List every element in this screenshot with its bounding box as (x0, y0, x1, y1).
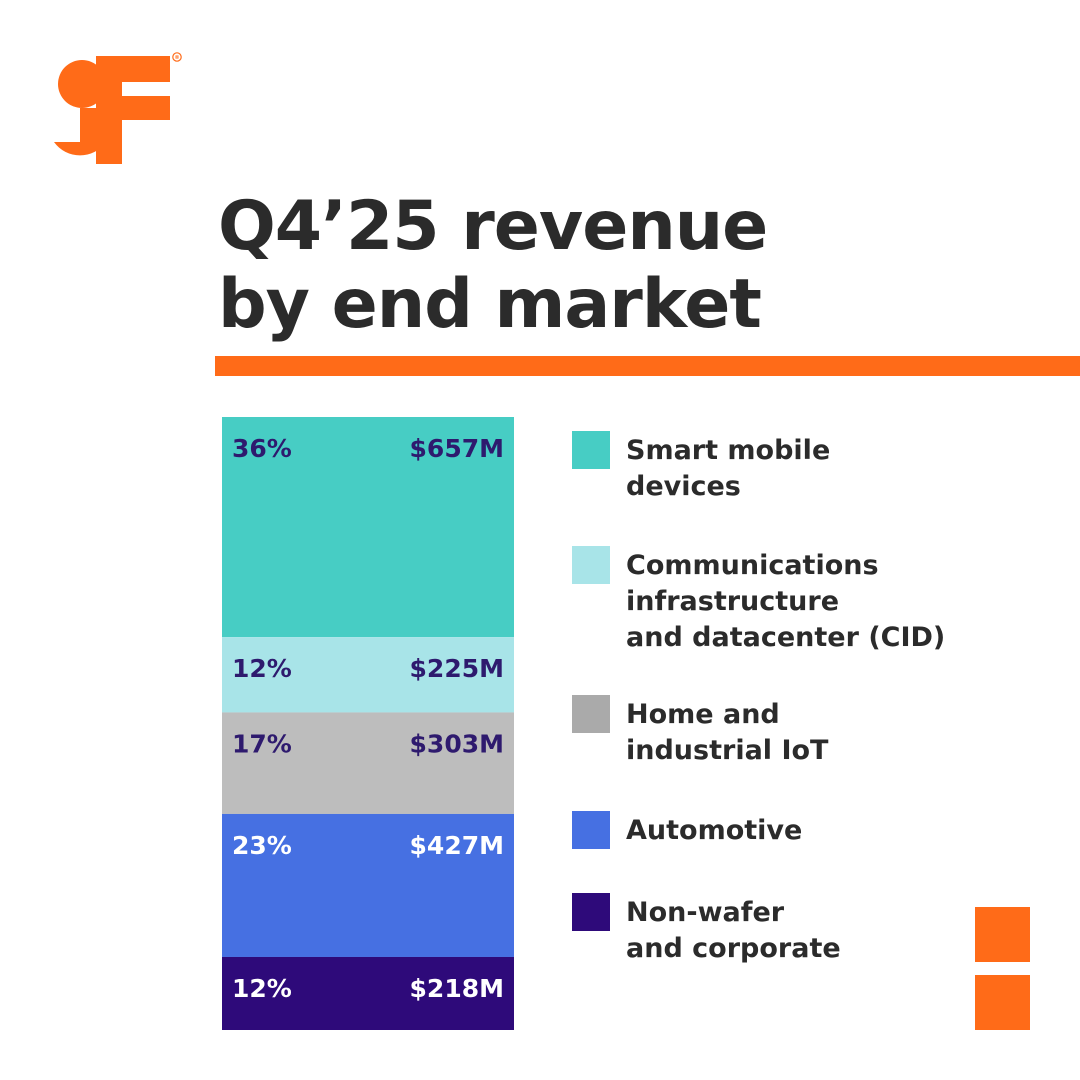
segment-percent-label-2: 12% (232, 654, 292, 683)
bar-segment-5 (222, 956, 514, 1030)
registered-mark-icon (172, 52, 182, 62)
page-title: Q4’25 revenue by end market (218, 187, 768, 344)
segment-percent-label-3: 17% (232, 729, 292, 758)
title-underline-bar (215, 356, 1080, 376)
decorative-square-top (975, 907, 1030, 962)
logo-circle-shape (58, 60, 106, 108)
title-line-1: Q4’25 revenue (218, 187, 768, 266)
legend-label-1: Smart mobile devices (626, 435, 831, 502)
title-line-2: by end market (218, 265, 762, 344)
legend-swatch-1 (572, 431, 610, 469)
bar-segment-4 (222, 813, 514, 957)
segment-percent-label-1: 36% (232, 434, 292, 463)
legend-label-5: Non-wafer and corporate (626, 897, 841, 964)
bar-segment-1 (222, 417, 514, 638)
legend-swatch-5 (572, 893, 610, 931)
bar-segment-2 (222, 637, 514, 713)
segment-value-label-2: $225M (410, 654, 504, 683)
legend-label-3: Home and industrial IoT (626, 699, 829, 766)
segment-value-label-4: $427M (410, 831, 504, 860)
legend-swatch-4 (572, 811, 610, 849)
legend-swatch-3 (572, 695, 610, 733)
logo-hook-shape (54, 108, 106, 156)
legend-label-2: Communications infrastructure and datace… (626, 550, 946, 653)
logo-f-shape (96, 56, 170, 164)
legend-swatch-2 (572, 546, 610, 584)
legend-label-4: Automotive (626, 815, 803, 846)
registered-mark: ® (174, 55, 180, 61)
segment-value-label-5: $218M (410, 974, 504, 1003)
segment-percent-label-4: 23% (232, 831, 292, 860)
segment-value-label-1: $657M (410, 434, 504, 463)
gf-logo-icon: ® (54, 52, 182, 164)
decorative-square-bottom (975, 975, 1030, 1030)
segment-percent-label-5: 12% (232, 974, 292, 1003)
bar-segment-3 (222, 712, 514, 814)
segment-value-label-3: $303M (410, 729, 504, 758)
